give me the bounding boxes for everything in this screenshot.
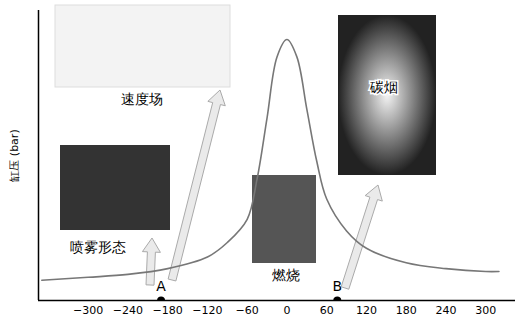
- svg-text:−60: −60: [236, 304, 259, 317]
- svg-text:0: 0: [283, 304, 290, 317]
- svg-text:碳烟: 碳烟: [369, 79, 398, 95]
- svg-text:180: 180: [396, 304, 417, 317]
- svg-text:300: 300: [475, 304, 496, 317]
- svg-text:缸压 (bar): 缸压 (bar): [8, 129, 21, 181]
- svg-text:燃烧: 燃烧: [272, 267, 300, 283]
- svg-text:−120: −120: [192, 304, 222, 317]
- svg-text:B: B: [332, 278, 342, 294]
- svg-text:喷雾形态: 喷雾形态: [70, 239, 126, 255]
- svg-text:−240: −240: [113, 304, 143, 317]
- svg-text:−300: −300: [73, 304, 103, 317]
- svg-text:240: 240: [435, 304, 456, 317]
- svg-text:60: 60: [320, 304, 334, 317]
- svg-text:A: A: [156, 278, 166, 294]
- svg-text:速度场: 速度场: [121, 91, 163, 107]
- svg-text:120: 120: [356, 304, 377, 317]
- svg-text:−180: −180: [153, 304, 183, 317]
